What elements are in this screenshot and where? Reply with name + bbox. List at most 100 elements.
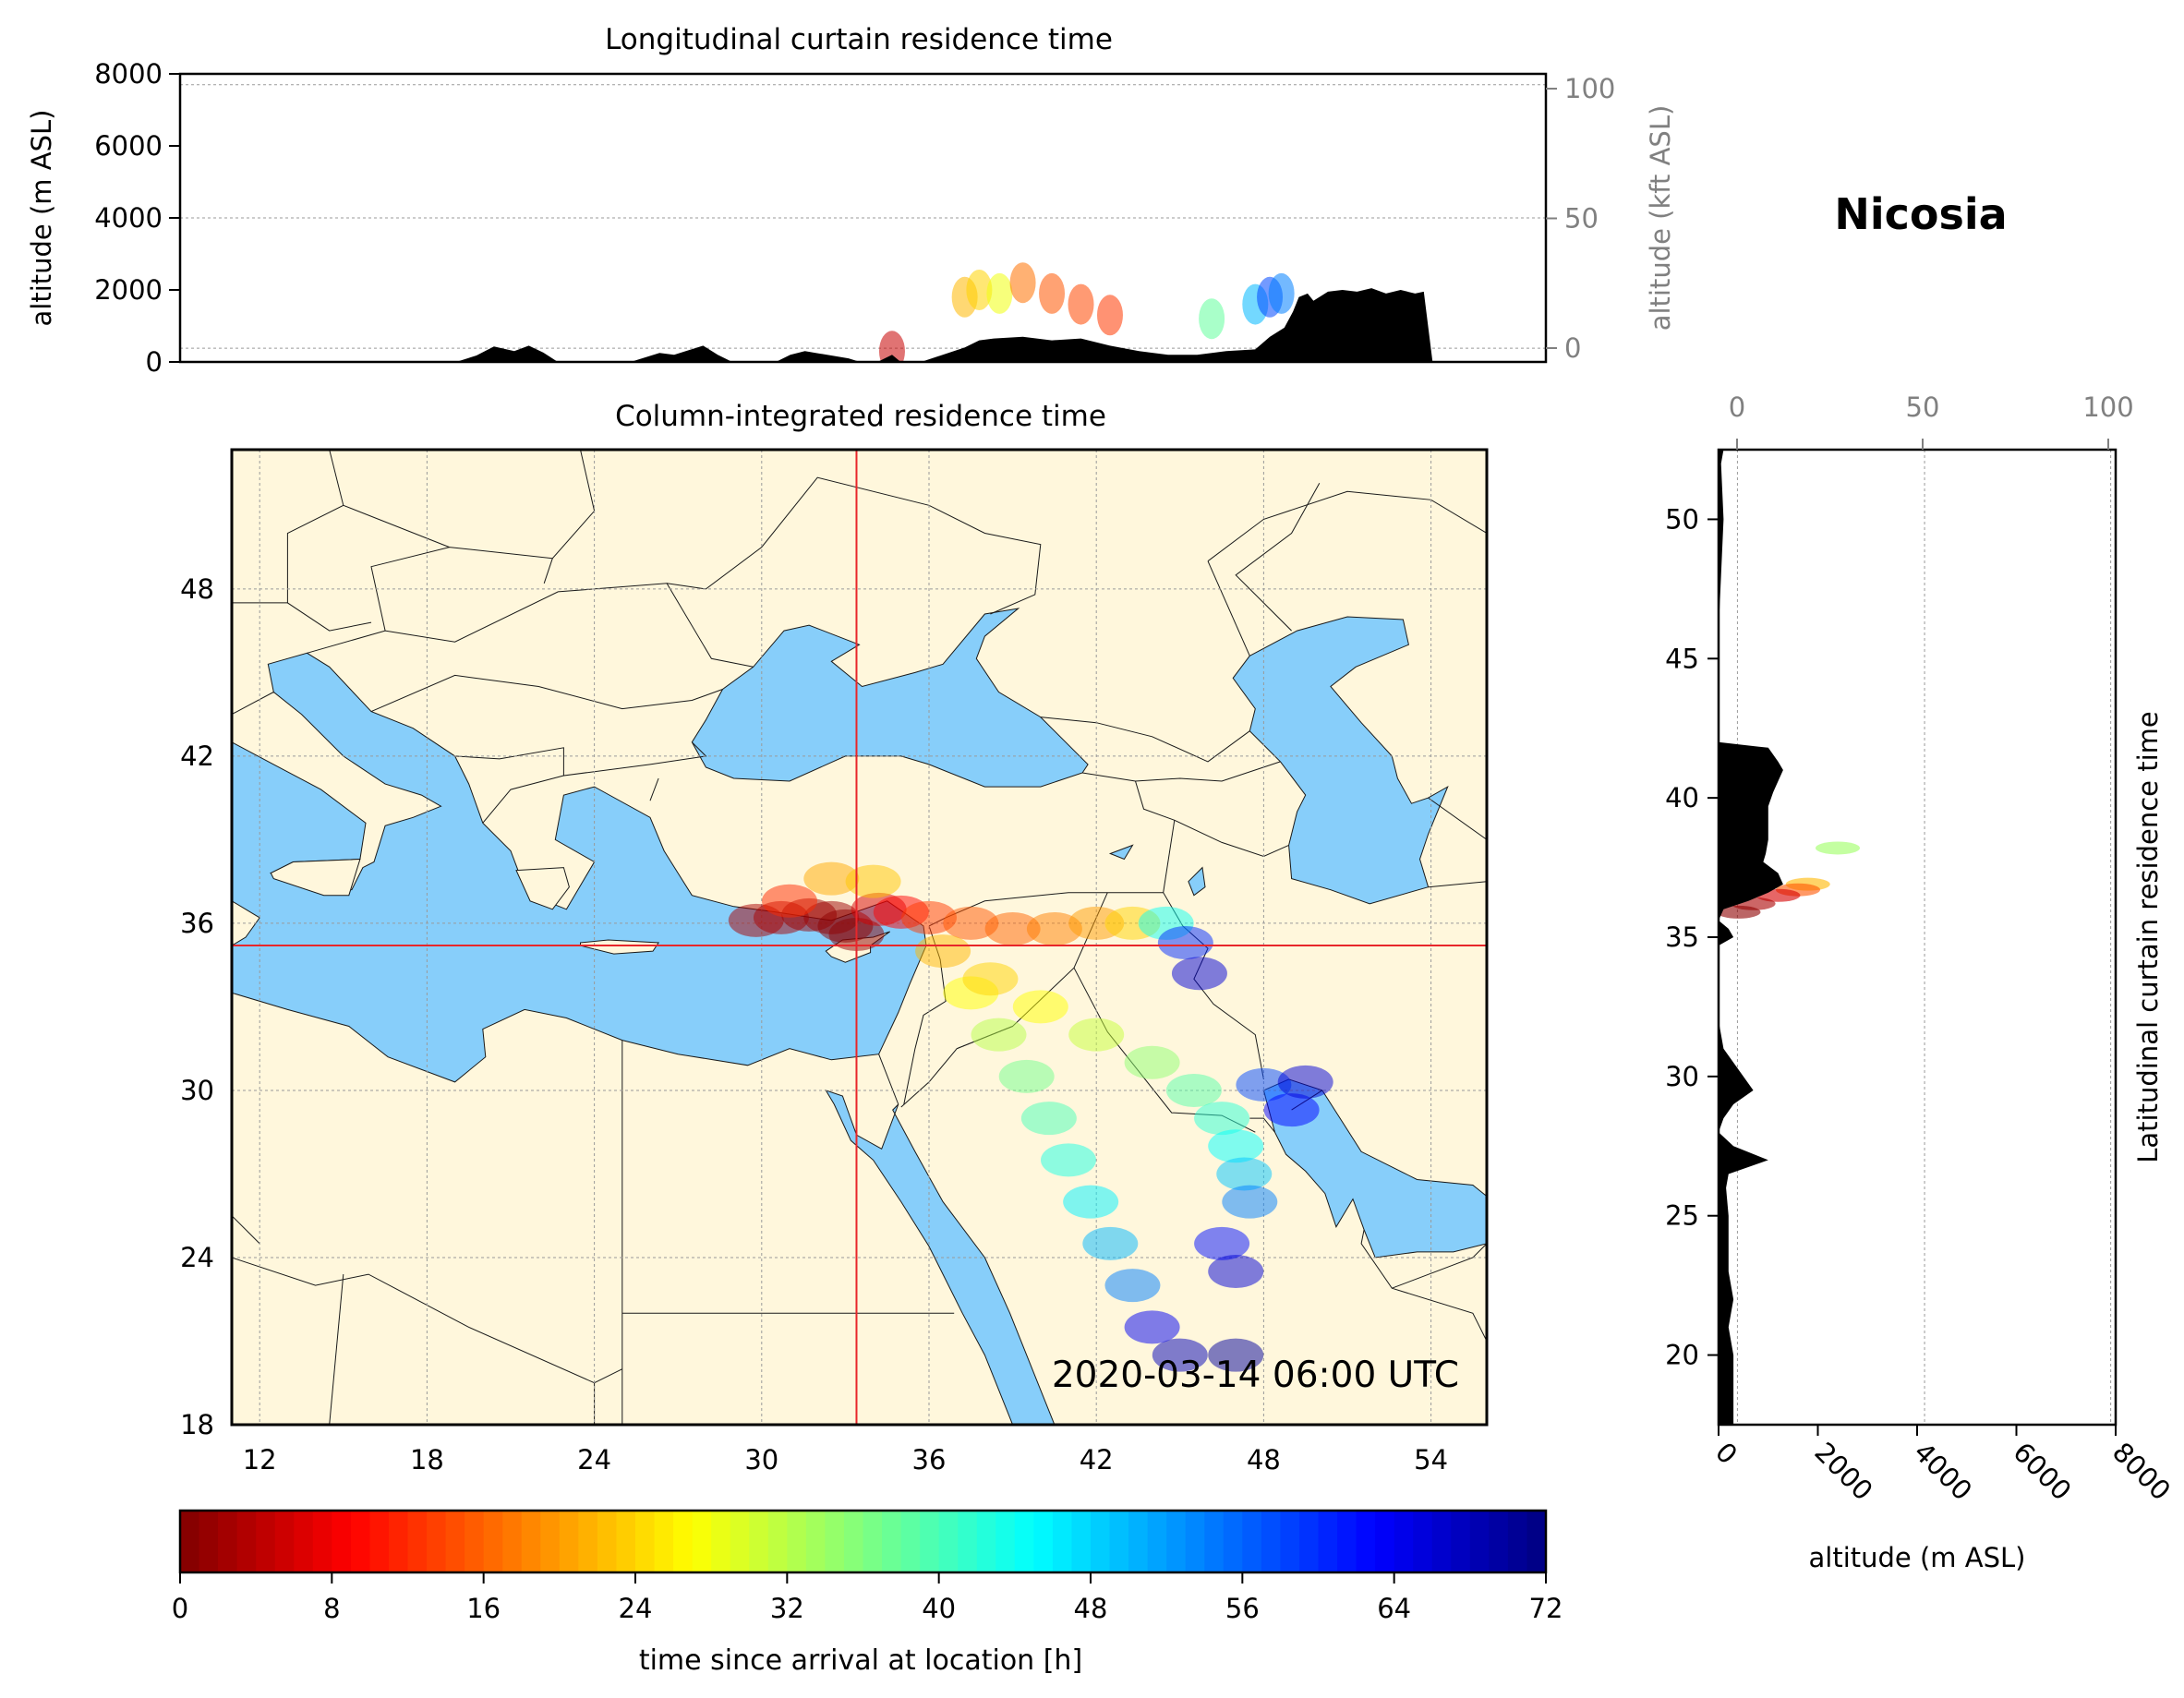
country-border (232, 1257, 595, 1384)
colorbar-cell (920, 1511, 940, 1572)
colorbar-cell (1242, 1511, 1262, 1572)
colorbar-cell (976, 1511, 996, 1572)
colorbar-cell (427, 1511, 447, 1572)
column-plume-cell (1277, 1065, 1333, 1099)
colorbar-cell (882, 1511, 902, 1572)
colorbar-cell (616, 1511, 636, 1572)
latitudinal-yticks: 20 25 30 35 40 45 50 (1665, 503, 1719, 1371)
map-ytick-label: 18 (180, 1409, 214, 1440)
longitudinal-ytick-label: 2000 (94, 274, 163, 306)
map-xtick-label: 48 (1247, 1444, 1281, 1475)
colorbar-cell (274, 1511, 295, 1572)
colorbar-cell (1052, 1511, 1073, 1572)
colorbar-cell (199, 1511, 219, 1572)
longitudinal-plume (878, 262, 1295, 362)
colorbar-cell (578, 1511, 598, 1572)
country-border (1249, 1117, 1275, 1133)
column-plume-cell (762, 884, 817, 918)
latitudinal-x2tick-label: 100 (2082, 391, 2133, 423)
column-plume-cell (1171, 957, 1227, 991)
colorbar-cell (1337, 1511, 1357, 1572)
colorbar-cell (1507, 1511, 1528, 1572)
colorbar-cell (294, 1511, 314, 1572)
colorbar-tick-label: 64 (1377, 1593, 1411, 1624)
latitudinal-ytick-label: 30 (1665, 1061, 1699, 1092)
colorbar-tick-label: 72 (1529, 1593, 1563, 1624)
colorbar-cell (180, 1511, 200, 1572)
column-plume-cell (1124, 1045, 1180, 1079)
colorbar-cell (1413, 1511, 1433, 1572)
caspian-sea (1232, 616, 1449, 905)
colorbar-cell (995, 1511, 1016, 1572)
country-border (1135, 780, 1289, 858)
colorbar-cell (407, 1511, 428, 1572)
column-plume-cell (803, 861, 860, 896)
lake-van (1108, 844, 1134, 861)
column-plume (728, 861, 1333, 1372)
colorbar-cell (1375, 1511, 1395, 1572)
colorbar-cell (1223, 1511, 1243, 1572)
column-plume-cell (1208, 1338, 1264, 1372)
colorbar-cell (1204, 1511, 1225, 1572)
latitudinal-ytick-label: 50 (1665, 503, 1699, 535)
longitudinal-plume-cell (1039, 272, 1066, 314)
column-plume-cell (915, 934, 971, 969)
colorbar-cell (502, 1511, 523, 1572)
colorbar-cell (673, 1511, 694, 1572)
colorbar-tick-label: 8 (323, 1593, 340, 1624)
country-border (343, 504, 450, 548)
sicily-island (270, 858, 361, 897)
country-border (370, 450, 596, 632)
map-yticks: 18 24 30 36 42 48 (180, 573, 214, 1440)
colorbar-cell (863, 1511, 883, 1572)
location-title: Nicosia (1834, 189, 2007, 239)
longitudinal-plume-cell (1096, 295, 1123, 336)
column-plume-cell (1208, 1255, 1264, 1289)
colorbar-cell (1071, 1511, 1092, 1572)
latitudinal-topography (1719, 450, 1783, 1425)
column-plume-cell (1236, 1067, 1292, 1102)
colorbar-cell (692, 1511, 712, 1572)
peloponnese (515, 867, 570, 910)
country-border (1392, 1287, 1487, 1342)
longitudinal-plume-cell (1009, 262, 1036, 304)
map-xtick-label: 24 (577, 1444, 611, 1475)
gulf-of-oman (1486, 1201, 1487, 1272)
colorbar-cell (597, 1511, 618, 1572)
colorbar-cell (540, 1511, 561, 1572)
longitudinal-y2ticks: 0 50 100 (1546, 73, 1615, 364)
water-bodies (232, 608, 1487, 1425)
colorbar-cell (521, 1511, 541, 1572)
colorbar-cell (332, 1511, 352, 1572)
colorbar-label: time since arrival at location [h] (639, 1644, 1082, 1677)
longitudinal-y2tick-label: 100 (1564, 73, 1615, 104)
country-border (1040, 717, 1250, 763)
longitudinal-curtain-panel: Longitudinal curtain residence time 0 200… (26, 23, 1676, 378)
colorbar-cell (825, 1511, 845, 1572)
longitudinal-plume-cell (1199, 298, 1225, 340)
latitudinal-ytick-label: 40 (1665, 782, 1699, 813)
colorbar-cell (483, 1511, 503, 1572)
latitudinal-curtain-title: Latitudinal curtain residence time (2132, 711, 2164, 1163)
latitudinal-xticks: 0 2000 4000 6000 8000 (1709, 1425, 2177, 1507)
colorbar-cell (1489, 1511, 1509, 1572)
column-plume-cell (1194, 1102, 1250, 1136)
colorbar-cell (369, 1511, 390, 1572)
column-plume-cell (1041, 1143, 1096, 1177)
lake-urmia (1188, 866, 1206, 897)
latitudinal-ytick-label: 25 (1665, 1200, 1699, 1232)
longitudinal-plume-cell (986, 272, 1013, 314)
colorbar-cell (1109, 1511, 1129, 1572)
latitudinal-x2ticks: 0 50 100 (1729, 391, 2134, 450)
column-plume-cell (1104, 1269, 1161, 1303)
country-border (1428, 881, 1487, 888)
latitudinal-plume-cell (1816, 841, 1860, 855)
colorbar-cell (1451, 1511, 1471, 1572)
colorbar-cell (236, 1511, 257, 1572)
map-frame (230, 448, 1489, 1427)
map-xtick-label: 18 (410, 1444, 444, 1475)
longitudinal-ytick-label: 0 (146, 346, 163, 378)
column-plume-cell (1020, 1102, 1077, 1136)
colorbar-cell (843, 1511, 864, 1572)
